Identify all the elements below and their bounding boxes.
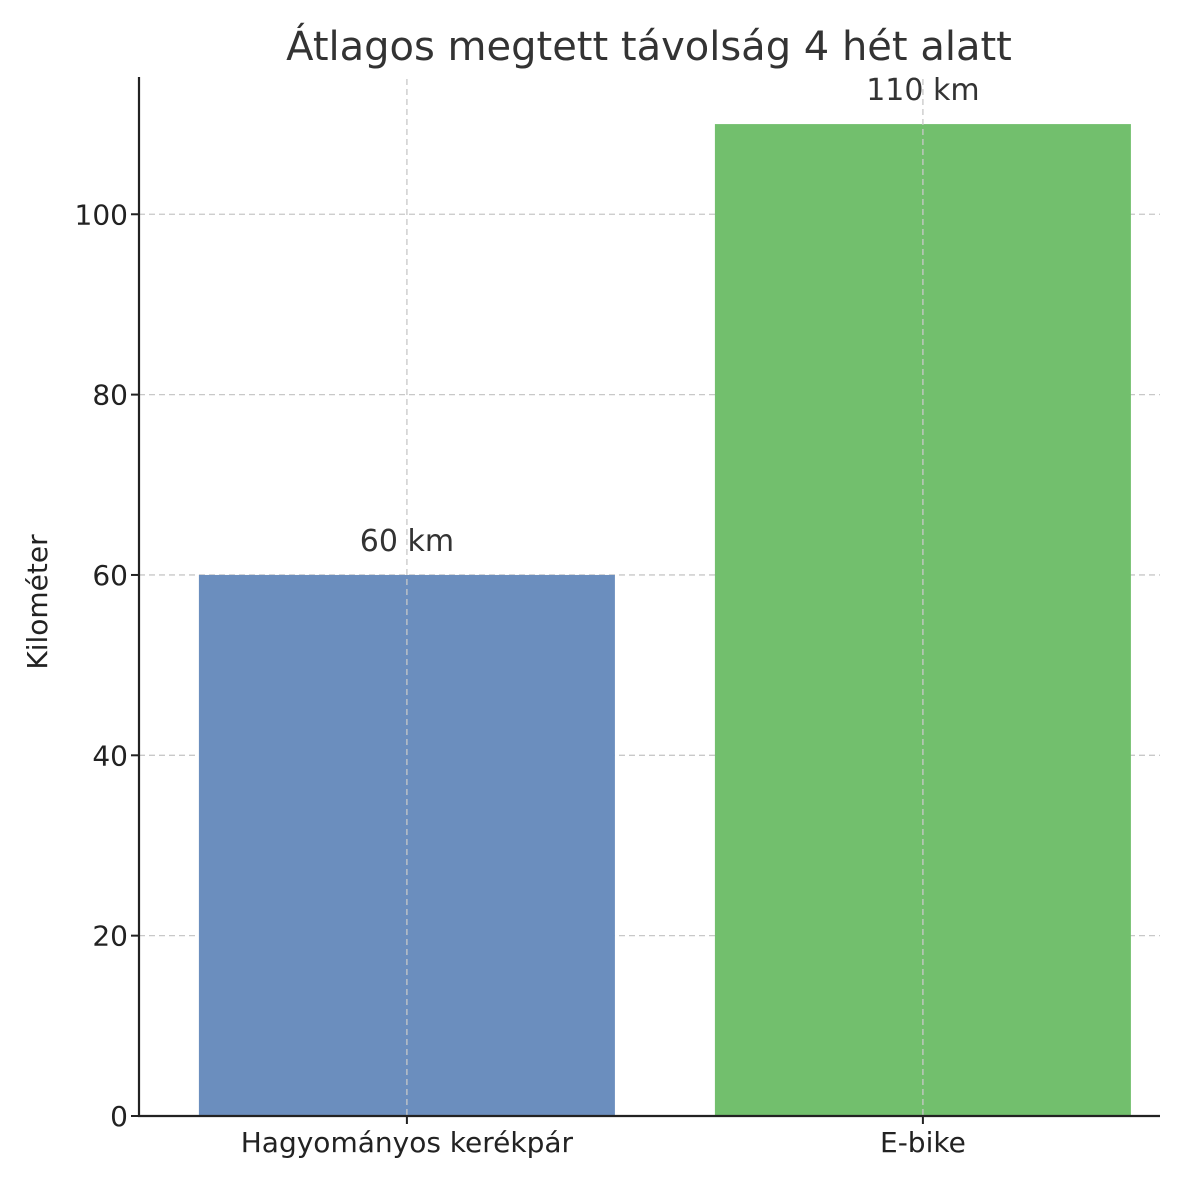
data-label: 110 km [866, 73, 979, 108]
y-tick-label: 100 [75, 198, 128, 231]
y-axis-label: Kilométer [21, 534, 54, 670]
x-tick-label: E-bike [880, 1126, 966, 1159]
y-tick-label: 40 [92, 739, 128, 772]
y-tick-label: 80 [92, 379, 128, 412]
bar-layer [198, 124, 1131, 1116]
chart-title: Átlagos megtett távolság 4 hét alatt [286, 22, 1012, 70]
vertical-grid-layer [406, 79, 924, 1116]
x-tick-label: Hagyományos kerékpár [241, 1126, 574, 1159]
axis-layer: 0 20 40 60 80 100 Hagyományos kerékpár E-bike [75, 77, 1160, 1159]
y-tick-label: 20 [92, 920, 128, 953]
bar [198, 574, 615, 1116]
label-layer: 60 km 110 km [360, 73, 980, 559]
y-tick-label: 0 [110, 1100, 128, 1133]
data-label: 60 km [360, 524, 454, 559]
y-tick-label: 60 [92, 559, 128, 592]
